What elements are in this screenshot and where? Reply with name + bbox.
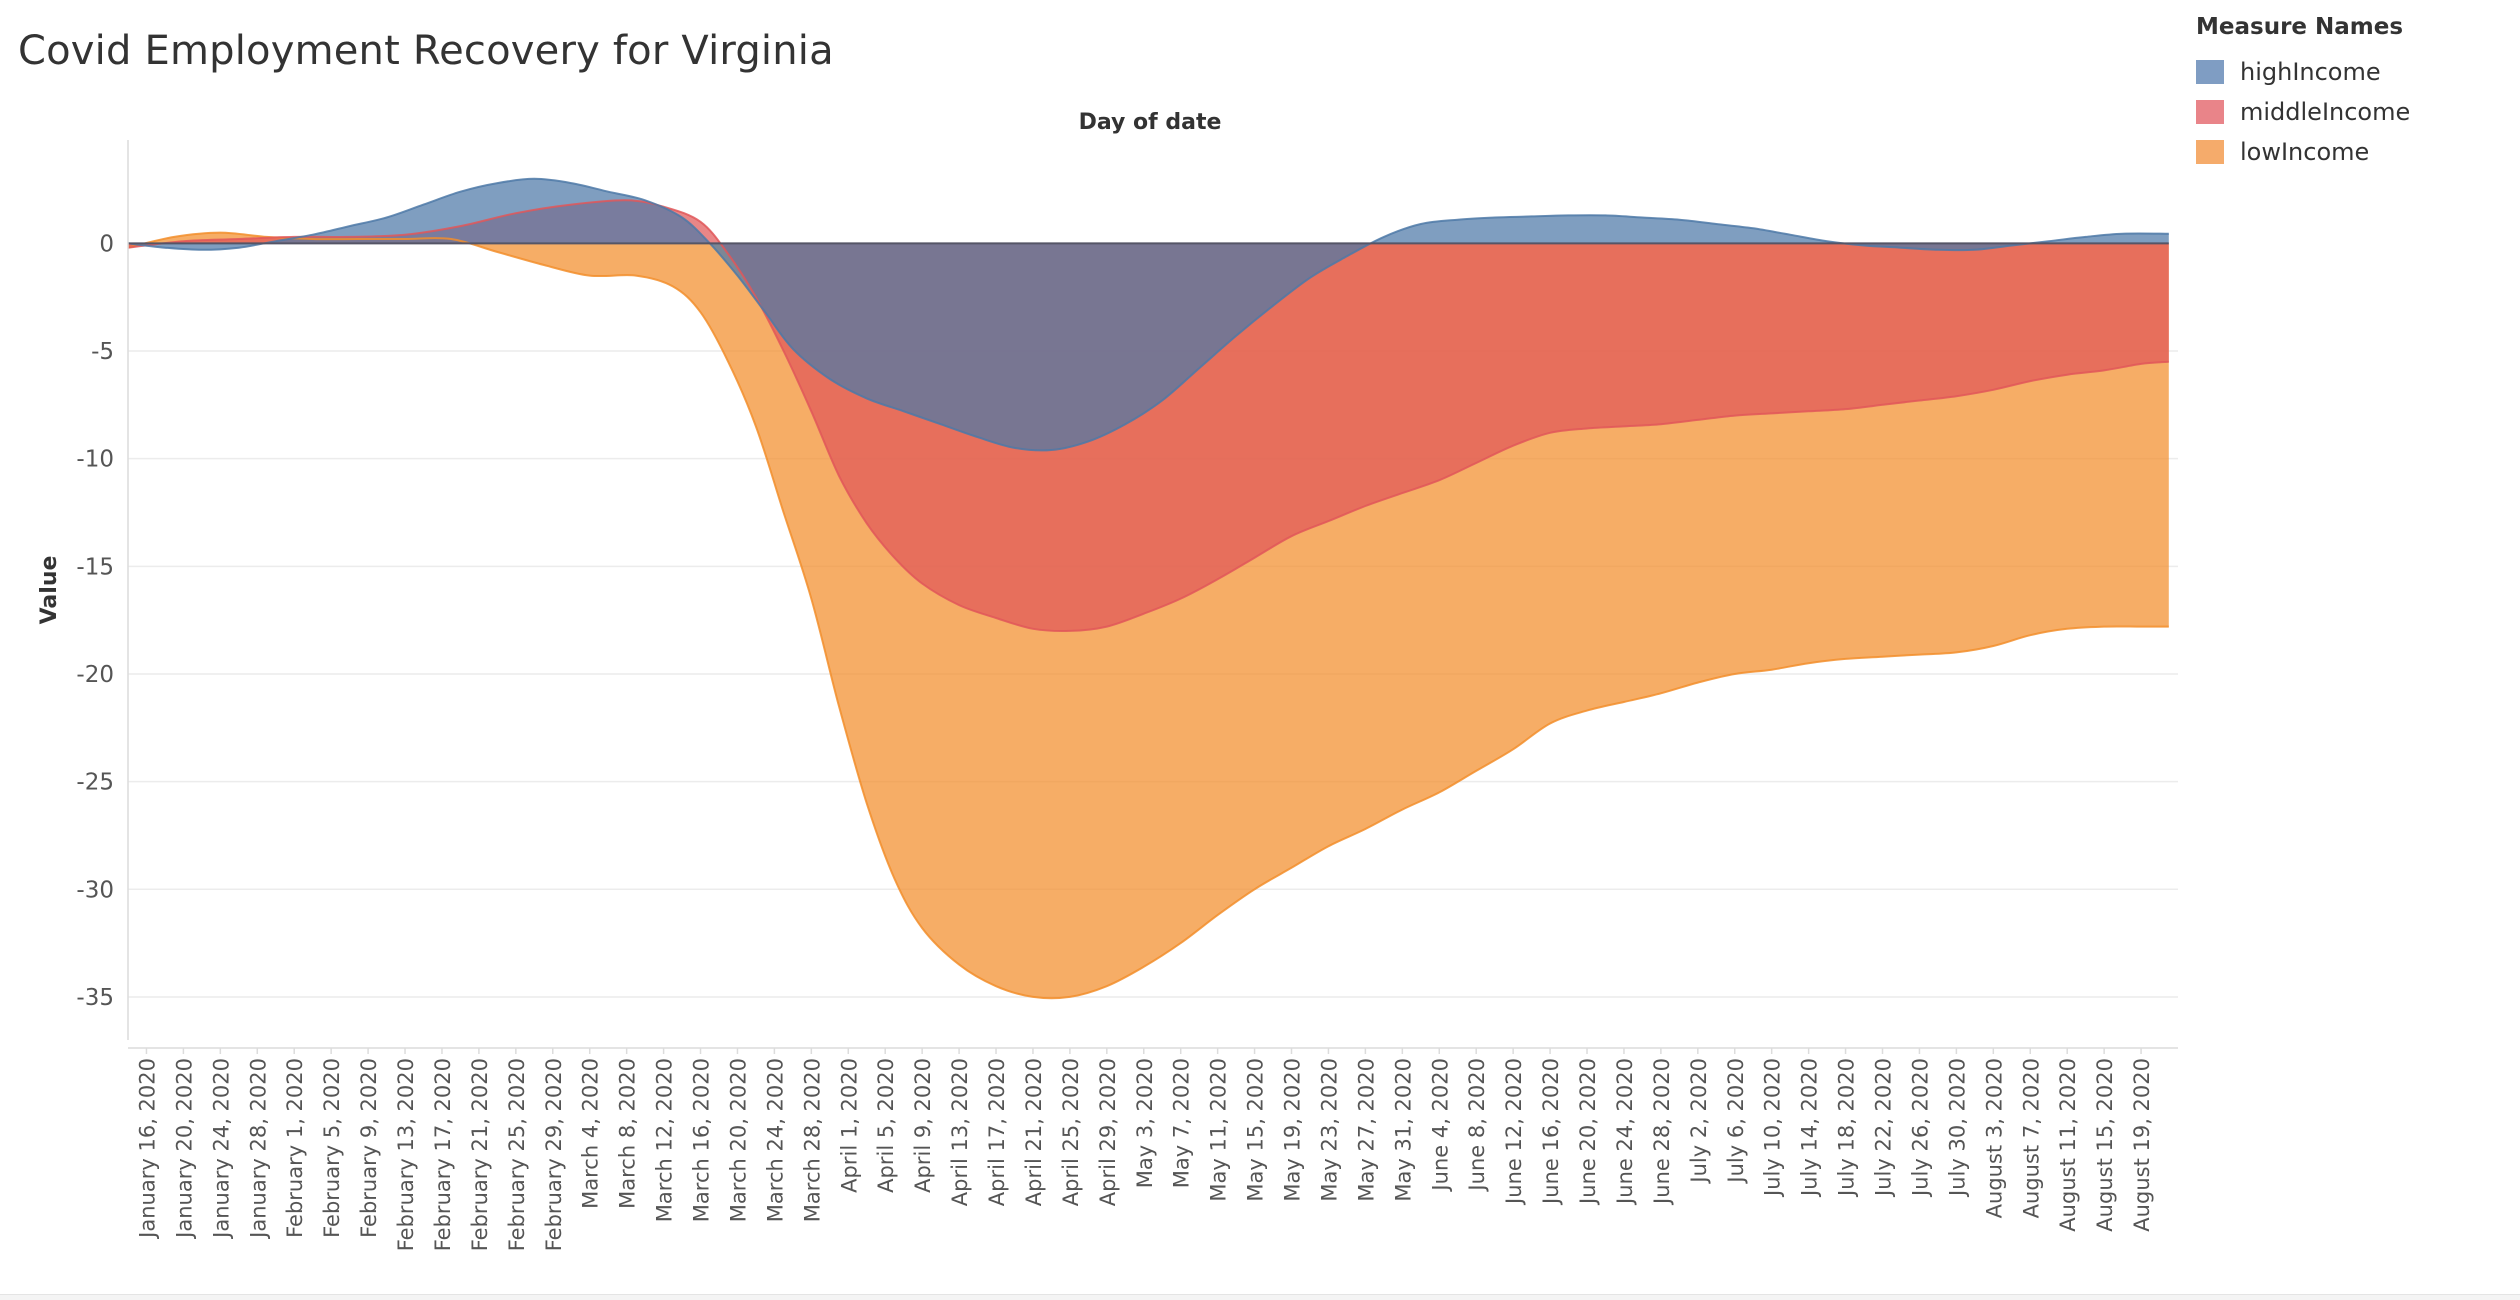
legend-title: Measure Names [2196,14,2404,40]
x-tick-label: August 7, 2020 [2019,1058,2043,1218]
x-tick-label: May 27, 2020 [1354,1058,1378,1202]
x-axis-title: Day of date [1079,110,1222,135]
legend-label: highIncome [2240,58,2381,86]
x-tick-label: June 16, 2020 [1539,1058,1563,1206]
legend-item-middle-income[interactable]: middleIncome [2196,92,2506,132]
legend-label: lowIncome [2240,138,2370,166]
x-tick-label: February 21, 2020 [468,1058,492,1251]
x-tick-label: July 22, 2020 [1872,1058,1896,1198]
x-tick-label: July 18, 2020 [1835,1058,1859,1198]
x-tick-label: April 29, 2020 [1096,1058,1120,1206]
x-tick-label: February 9, 2020 [357,1058,381,1238]
y-tick-label: -20 [76,662,114,688]
area-highIncome [128,178,2169,451]
x-tick-label: August 11, 2020 [2056,1058,2080,1232]
y-axis-title: Value [37,556,62,625]
x-tick-label: February 5, 2020 [320,1058,344,1238]
y-tick-label: -5 [91,339,114,365]
area-chart[interactable]: 0 -5 -10 -15 -20 -25 -30 -35 January 16, 2020 Jan… [0,0,2200,1290]
legend: Measure Names highIncome middleIncome lo… [2196,14,2506,172]
legend-swatch-high-income [2196,60,2224,84]
x-tick-label: February 1, 2020 [283,1058,307,1238]
x-tick-label: April 21, 2020 [1022,1058,1046,1206]
x-tick-label: July 14, 2020 [1798,1058,1822,1198]
x-tick-label: March 24, 2020 [763,1058,787,1222]
series-lines [127,177,2169,1000]
x-tick-label: January 24, 2020 [209,1058,233,1240]
legend-label: middleIncome [2240,98,2411,126]
axes: 0 -5 -10 -15 -20 -25 -30 -35 January 16, 2020 Jan… [76,140,2178,1251]
x-tick-label: April 17, 2020 [985,1058,1009,1206]
x-tick-label: August 19, 2020 [2130,1058,2154,1232]
x-tick-label: February 17, 2020 [431,1058,455,1251]
x-tick-label: April 1, 2020 [837,1058,861,1193]
x-tick-label: June 28, 2020 [1650,1058,1674,1206]
x-tick-label: July 6, 2020 [1724,1058,1748,1185]
x-tick-label: February 29, 2020 [542,1058,566,1251]
legend-item-high-income[interactable]: highIncome [2196,52,2506,92]
y-tick-label: -25 [76,770,114,796]
x-tick-label: January 20, 2020 [172,1058,196,1240]
line-middleIncome [127,199,2169,633]
y-tick-label: 0 [99,231,114,257]
y-tick-label: -15 [76,554,114,580]
x-tick-label: February 13, 2020 [394,1058,418,1251]
x-tick-label: March 28, 2020 [800,1058,824,1222]
legend-swatch-low-income [2196,140,2224,164]
y-tick-label: -10 [76,447,114,473]
x-tick-label: March 4, 2020 [579,1058,603,1209]
x-tick-label: May 11, 2020 [1207,1058,1231,1202]
x-tick-label: June 8, 2020 [1465,1058,1489,1193]
x-tick-label: August 3, 2020 [1982,1058,2006,1218]
x-tick-label: May 19, 2020 [1281,1058,1305,1202]
x-tick-label: May 15, 2020 [1244,1058,1268,1202]
y-tick-label: -30 [76,877,114,903]
x-tick-label: February 25, 2020 [505,1058,529,1251]
x-tick-label: April 5, 2020 [874,1058,898,1193]
x-tick-label: March 20, 2020 [726,1058,750,1222]
x-tick-label: April 25, 2020 [1059,1058,1083,1206]
x-tick-label: July 10, 2020 [1761,1058,1785,1198]
area-middleIncome [128,200,2169,632]
x-tick-label: January 16, 2020 [135,1058,159,1240]
x-tick-label: January 28, 2020 [246,1058,270,1240]
x-tick-label: June 12, 2020 [1502,1058,1526,1206]
x-tick-label: May 7, 2020 [1170,1058,1194,1188]
legend-item-low-income[interactable]: lowIncome [2196,132,2506,172]
x-tick-label: July 2, 2020 [1687,1058,1711,1185]
chart-title: Covid Employment Recovery for Virginia [18,28,834,74]
x-tick-label: April 9, 2020 [911,1058,935,1193]
x-tick-label: August 15, 2020 [2093,1058,2117,1232]
x-tick-label: May 31, 2020 [1391,1058,1415,1202]
x-tick-label: March 12, 2020 [653,1058,677,1222]
y-tick-label: -35 [76,985,114,1011]
x-tick-label: March 8, 2020 [616,1058,640,1209]
x-tick-label: July 26, 2020 [1908,1058,1932,1198]
x-tick-label: May 23, 2020 [1317,1058,1341,1202]
x-tick-label: June 4, 2020 [1428,1058,1452,1193]
x-tick-label: July 30, 2020 [1945,1058,1969,1198]
x-tick-label: March 16, 2020 [690,1058,714,1222]
x-tick-label: April 13, 2020 [948,1058,972,1206]
line-lowIncome [127,231,2169,1000]
series-areas[interactable] [128,178,2169,999]
x-tick-label: May 3, 2020 [1133,1058,1157,1188]
x-tick-label: June 24, 2020 [1613,1058,1637,1206]
x-tick-label: June 20, 2020 [1576,1058,1600,1206]
line-highIncome [127,177,2169,452]
legend-swatch-middle-income [2196,100,2224,124]
